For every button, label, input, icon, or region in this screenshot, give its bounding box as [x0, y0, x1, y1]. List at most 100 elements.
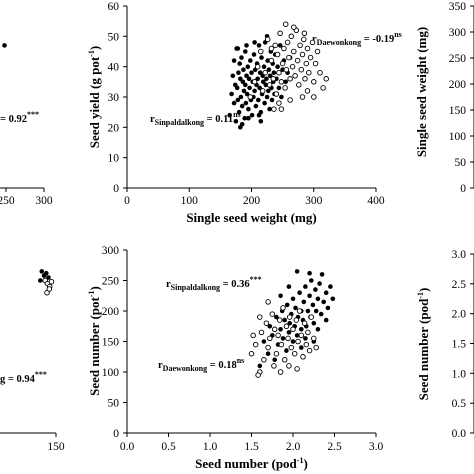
annotation-r: r	[158, 360, 163, 371]
y-tick-label: 150	[449, 105, 467, 117]
annotation-significance: ***	[35, 370, 47, 379]
open-point	[297, 42, 303, 49]
open-point	[292, 73, 298, 79]
y-tick-label: 300	[102, 245, 120, 257]
open-point	[271, 363, 277, 369]
filled-point	[247, 85, 252, 91]
y-tick-label: 200	[449, 79, 467, 91]
annotation-significance: ***	[27, 110, 39, 119]
filled-point	[256, 112, 262, 118]
filled-point	[238, 125, 243, 130]
filled-point	[261, 79, 266, 85]
filled-point	[266, 88, 271, 94]
y-tick-label: 40	[108, 62, 120, 74]
points-group	[38, 269, 55, 296]
x-tick-label: 3.0	[369, 441, 384, 453]
filled-point	[263, 82, 269, 88]
open-point	[320, 85, 326, 91]
y-tick-label: 2.5	[452, 279, 467, 291]
filled-point	[293, 305, 298, 311]
open-point	[275, 332, 281, 339]
filled-point	[44, 270, 49, 276]
filled-point	[303, 284, 308, 289]
filled-point	[239, 55, 244, 60]
filled-point	[290, 339, 296, 344]
filled-point	[244, 43, 249, 48]
open-point	[265, 299, 271, 305]
open-point	[323, 76, 329, 82]
y-tick-label: 60	[108, 1, 120, 13]
open-point	[289, 63, 296, 70]
filled-point	[267, 106, 272, 112]
open-point	[278, 106, 285, 112]
filled-point	[284, 348, 289, 353]
y-tick-label: 0	[113, 428, 119, 440]
open-point	[281, 45, 287, 52]
x-axis-title: Single seed weight (mg)	[186, 210, 316, 225]
y-tick-label: 0.0	[452, 428, 467, 440]
open-point	[267, 335, 273, 342]
filled-point	[287, 320, 293, 326]
open-point	[277, 369, 284, 375]
filled-point	[255, 97, 261, 103]
x-axis-title-close: )	[303, 456, 307, 471]
open-point	[314, 48, 321, 55]
filled-point	[328, 284, 333, 289]
open-point	[317, 69, 323, 76]
annotation-subscript: Daewonkong	[317, 38, 361, 47]
open-point	[294, 57, 301, 64]
open-point	[306, 69, 312, 76]
filled-point	[248, 58, 253, 63]
open-point	[276, 69, 282, 76]
open-point	[48, 278, 55, 285]
filled-point	[261, 64, 267, 69]
filled-point	[275, 64, 280, 69]
open-point	[283, 323, 290, 330]
y-axis-title-close: )	[416, 288, 431, 292]
filled-point	[276, 85, 282, 91]
y-tick-label: 30	[108, 92, 120, 104]
filled-point	[264, 76, 269, 82]
open-point	[281, 357, 288, 363]
open-point	[307, 54, 314, 61]
filled-point	[243, 82, 248, 88]
open-point	[294, 366, 300, 372]
open-point	[295, 338, 301, 345]
x-tick-label: 100	[181, 195, 199, 207]
open-point	[313, 344, 319, 351]
filled-point	[233, 119, 239, 124]
filled-point	[271, 70, 277, 75]
open-point	[291, 350, 298, 357]
open-point	[299, 51, 306, 58]
open-point	[46, 286, 53, 292]
filled-point	[290, 296, 296, 302]
points-group	[227, 21, 329, 130]
x-tick-label: 2.0	[286, 441, 301, 453]
points-group	[2, 43, 7, 48]
open-point	[302, 76, 308, 82]
x-tick-label: 0.0	[120, 441, 135, 453]
x-axis-title: Seed number (pod-1)	[195, 456, 308, 471]
annotation-significance: ns	[237, 356, 245, 365]
x-tick-label: 2.5	[327, 441, 342, 453]
filled-point	[236, 109, 242, 115]
filled-point	[237, 61, 242, 66]
filled-point	[286, 284, 292, 289]
y-tick-label: 350	[449, 1, 467, 13]
y-axis-title: Single seed weight (mg)	[414, 27, 429, 157]
filled-point	[249, 70, 254, 75]
x-tick-label: 0	[124, 195, 130, 207]
filled-point	[252, 88, 257, 94]
open-point	[282, 21, 289, 27]
filled-point	[240, 79, 246, 85]
x-axis-title-text: Seed number (pod	[195, 456, 297, 471]
open-point	[276, 317, 283, 323]
open-point	[304, 45, 311, 52]
filled-point	[284, 302, 290, 308]
filled-point	[283, 79, 289, 85]
filled-point	[274, 314, 279, 320]
open-point	[254, 63, 261, 70]
filled-point	[269, 97, 275, 103]
open-point	[298, 332, 305, 339]
filled-point	[231, 58, 237, 63]
